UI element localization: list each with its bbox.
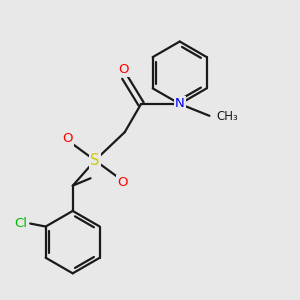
Text: N: N — [175, 98, 184, 110]
Text: Cl: Cl — [14, 217, 27, 230]
Text: S: S — [90, 153, 100, 168]
Text: O: O — [117, 176, 128, 189]
Text: O: O — [118, 63, 128, 76]
Text: O: O — [62, 132, 73, 145]
Text: CH₃: CH₃ — [217, 110, 239, 123]
